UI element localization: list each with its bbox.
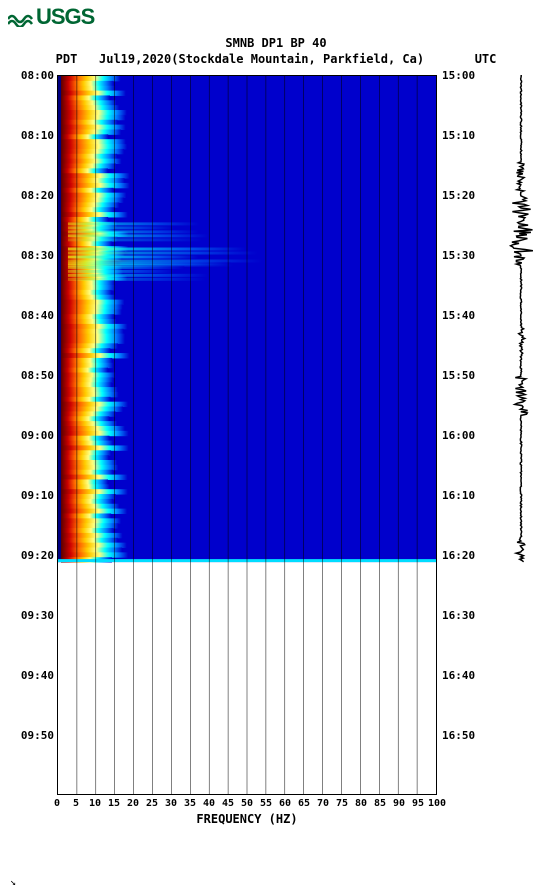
ytick-left: 09:50 (12, 729, 54, 742)
xtick: 45 (222, 798, 234, 809)
xtick: 95 (412, 798, 424, 809)
x-axis-label: FREQUENCY (HZ) (57, 812, 437, 826)
xtick: 10 (89, 798, 101, 809)
xtick: 20 (127, 798, 139, 809)
ytick-right: 16:00 (442, 429, 484, 442)
title-line2: PDT Jul19,2020(Stockdale Mountain, Parkf… (0, 52, 552, 68)
ytick-left: 09:30 (12, 609, 54, 622)
ytick-left: 08:50 (12, 369, 54, 382)
ytick-left: 09:00 (12, 429, 54, 442)
xtick: 90 (393, 798, 405, 809)
xtick: 100 (428, 798, 446, 809)
ytick-right: 16:50 (442, 729, 484, 742)
footer-char: ↘ (10, 877, 16, 888)
ytick-right: 15:40 (442, 309, 484, 322)
xtick: 75 (336, 798, 348, 809)
xtick: 40 (203, 798, 215, 809)
ytick-left: 09:20 (12, 549, 54, 562)
xtick: 80 (355, 798, 367, 809)
ytick-right: 16:20 (442, 549, 484, 562)
spectrogram-plot (57, 75, 437, 795)
xtick: 65 (298, 798, 310, 809)
xtick: 55 (260, 798, 272, 809)
xtick: 70 (317, 798, 329, 809)
ytick-right: 16:30 (442, 609, 484, 622)
ytick-left: 09:10 (12, 489, 54, 502)
usgs-logo: USGS (0, 0, 552, 34)
ytick-right: 16:10 (442, 489, 484, 502)
ytick-right: 15:30 (442, 249, 484, 262)
chart-titles: SMNB DP1 BP 40 PDT Jul19,2020(Stockdale … (0, 36, 552, 67)
ytick-left: 08:40 (12, 309, 54, 322)
ytick-right: 15:50 (442, 369, 484, 382)
ytick-left: 08:10 (12, 129, 54, 142)
xtick: 15 (108, 798, 120, 809)
xtick: 85 (374, 798, 386, 809)
tz-right: UTC (475, 52, 497, 66)
date-station: Jul19,2020(Stockdale Mountain, Parkfield… (99, 52, 424, 66)
waveform-trace (507, 75, 535, 563)
spectrogram (58, 76, 436, 794)
xtick: 50 (241, 798, 253, 809)
ytick-left: 08:20 (12, 189, 54, 202)
xtick: 0 (54, 798, 60, 809)
xtick: 30 (165, 798, 177, 809)
wave-icon (8, 7, 34, 27)
chart-area: FREQUENCY (HZ) 08:0015:0008:1015:1008:20… (12, 75, 532, 845)
xtick: 25 (146, 798, 158, 809)
ytick-right: 15:00 (442, 69, 484, 82)
ytick-left: 08:30 (12, 249, 54, 262)
logo-letters: USGS (36, 4, 94, 30)
xtick: 5 (73, 798, 79, 809)
ytick-right: 15:20 (442, 189, 484, 202)
xtick: 60 (279, 798, 291, 809)
ytick-left: 08:00 (12, 69, 54, 82)
xtick: 35 (184, 798, 196, 809)
title-line1: SMNB DP1 BP 40 (0, 36, 552, 52)
ytick-right: 15:10 (442, 129, 484, 142)
ytick-left: 09:40 (12, 669, 54, 682)
ytick-right: 16:40 (442, 669, 484, 682)
logo-text: USGS (8, 4, 544, 30)
tz-left: PDT (56, 52, 78, 66)
